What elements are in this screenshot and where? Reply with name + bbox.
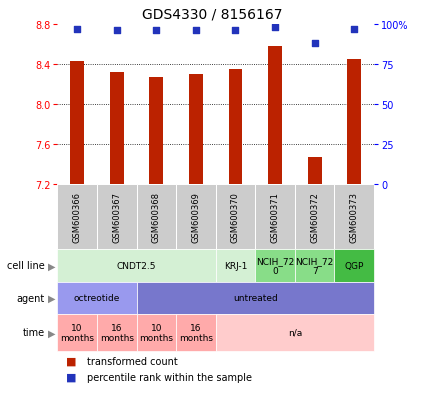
- Text: cell line: cell line: [7, 261, 45, 271]
- Text: n/a: n/a: [288, 328, 302, 337]
- Text: GDS4330 / 8156167: GDS4330 / 8156167: [142, 8, 283, 22]
- Bar: [308, 158, 322, 185]
- Bar: [229, 70, 242, 185]
- Text: ■: ■: [66, 372, 76, 382]
- Text: transformed count: transformed count: [87, 356, 178, 366]
- Text: GSM600372: GSM600372: [310, 192, 319, 242]
- Bar: [176, 185, 215, 249]
- Bar: [136, 185, 176, 249]
- Text: CNDT2.5: CNDT2.5: [117, 261, 156, 271]
- Text: QGP: QGP: [345, 261, 364, 271]
- Text: GSM600370: GSM600370: [231, 192, 240, 242]
- Text: NCIH_72
0: NCIH_72 0: [256, 256, 294, 275]
- Bar: [97, 185, 136, 249]
- Bar: [334, 185, 374, 249]
- Text: time: time: [23, 328, 45, 338]
- Point: [311, 41, 318, 47]
- Bar: [268, 47, 282, 185]
- Text: KRJ-1: KRJ-1: [224, 261, 247, 271]
- Text: GSM600368: GSM600368: [152, 192, 161, 242]
- Bar: [215, 185, 255, 249]
- Text: GSM600367: GSM600367: [112, 192, 121, 242]
- Text: ▶: ▶: [48, 261, 55, 271]
- Text: agent: agent: [17, 293, 45, 303]
- Text: 16
months: 16 months: [179, 323, 213, 342]
- Text: NCIH_72
7: NCIH_72 7: [295, 256, 334, 275]
- Bar: [189, 75, 203, 185]
- Text: GSM600366: GSM600366: [73, 192, 82, 242]
- Text: 16
months: 16 months: [100, 323, 134, 342]
- Point: [113, 28, 120, 35]
- Point: [351, 26, 357, 33]
- Bar: [110, 73, 124, 185]
- Text: percentile rank within the sample: percentile rank within the sample: [87, 372, 252, 382]
- Text: GSM600373: GSM600373: [350, 192, 359, 242]
- Bar: [70, 62, 84, 185]
- Text: GSM600371: GSM600371: [271, 192, 280, 242]
- Text: octreotide: octreotide: [74, 294, 120, 303]
- Bar: [57, 185, 97, 249]
- Point: [272, 25, 278, 31]
- Point: [193, 28, 199, 35]
- Bar: [255, 185, 295, 249]
- Text: ▶: ▶: [48, 328, 55, 338]
- Bar: [347, 60, 361, 185]
- Point: [153, 28, 160, 35]
- Text: ▶: ▶: [48, 293, 55, 303]
- Point: [232, 28, 239, 35]
- Text: 10
months: 10 months: [139, 323, 173, 342]
- Bar: [295, 185, 334, 249]
- Text: 10
months: 10 months: [60, 323, 94, 342]
- Text: ■: ■: [66, 356, 76, 366]
- Text: untreated: untreated: [233, 294, 278, 303]
- Point: [74, 26, 81, 33]
- Bar: [150, 78, 163, 185]
- Text: GSM600369: GSM600369: [191, 192, 201, 242]
